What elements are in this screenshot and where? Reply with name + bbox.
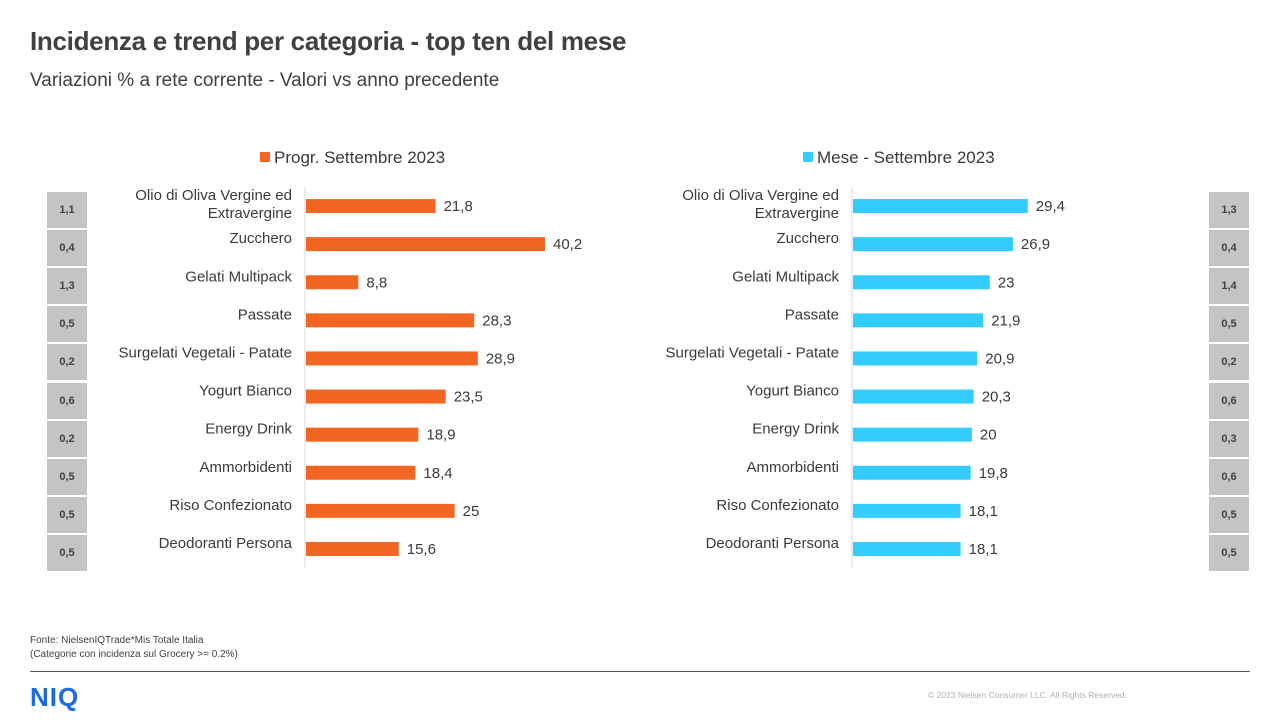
incidence-box: 1,3 [47, 268, 87, 305]
data-label-left: 40,2 [553, 236, 582, 253]
incidence-box: 0,2 [1209, 344, 1249, 381]
legend-swatch-left [260, 152, 270, 162]
footer-source: Fonte: NielsenIQTrade*Mis Totale Italia … [30, 634, 238, 662]
incidence-box: 0,5 [1209, 534, 1249, 571]
incidence-box: 0,6 [47, 382, 87, 419]
bar-left [306, 313, 475, 328]
category-label-line: Extravergine [755, 205, 839, 222]
bar-right [853, 503, 961, 518]
bar-left [306, 351, 478, 366]
incidence-box: 0,5 [1209, 306, 1249, 343]
incidence-box: 1,3 [1209, 192, 1249, 228]
category-label-right: Energy Drink [752, 421, 839, 438]
incidence-box: 0,5 [1209, 496, 1249, 533]
incidence-box: 0,4 [1209, 230, 1249, 267]
category-label-line: Olio di Oliva Vergine ed [135, 187, 292, 204]
bar-right [853, 237, 1013, 252]
bar-right [853, 389, 974, 404]
bar-left [306, 237, 545, 252]
bar-right [853, 275, 990, 290]
category-label-left: Gelati Multipack [185, 268, 292, 285]
data-label-left: 18,9 [426, 427, 455, 444]
category-label-right: Zucchero [776, 230, 839, 247]
category-label-right: Ammorbidenti [746, 459, 839, 476]
page-title: Incidenza e trend per categoria - top te… [30, 26, 627, 56]
data-label-left: 18,4 [423, 465, 452, 482]
data-label-right: 20,9 [985, 350, 1014, 367]
bar-right [853, 351, 978, 366]
bar-right [853, 199, 1028, 214]
bar-left [306, 427, 419, 442]
niq-logo: NIQ [30, 682, 80, 712]
incidence-box: 0,5 [47, 306, 87, 343]
data-label-left: 28,9 [486, 350, 515, 367]
bar-left [306, 199, 436, 214]
category-label-right: Riso Confezionato [716, 497, 839, 514]
data-label-right: 20 [980, 427, 997, 444]
footer-divider [30, 671, 1250, 672]
bar-right [853, 313, 984, 328]
bar-left [306, 503, 455, 518]
incidence-box: 1,4 [1209, 268, 1249, 305]
data-label-left: 23,5 [454, 389, 483, 406]
bar-right [853, 541, 961, 556]
category-label-right: Deodoranti Persona [706, 535, 840, 552]
source-text: Fonte: NielsenIQTrade*Mis Totale Italia [30, 635, 204, 646]
data-label-right: 18,1 [969, 541, 998, 558]
data-label-right: 26,9 [1021, 236, 1050, 253]
category-label-line: Extravergine [208, 205, 292, 222]
category-label-right: Passate [785, 306, 839, 323]
source-note: (Categorie con incidenza sul Grocery >= … [30, 649, 238, 660]
data-label-right: 29,4 [1036, 198, 1065, 215]
category-label-right: Gelati Multipack [732, 268, 839, 285]
legend-label-right: Mese - Settembre 2023 [817, 148, 995, 167]
category-label-right: Olio di Oliva Vergine ed Extravergine [682, 187, 839, 222]
data-label-right: 23 [998, 274, 1015, 291]
data-label-right: 21,9 [991, 312, 1020, 329]
data-label-right: 20,3 [982, 389, 1011, 406]
category-label-left: Passate [238, 306, 292, 323]
bar-right [853, 427, 972, 442]
incidence-box: 0,6 [1209, 382, 1249, 419]
copyright-text: © 2023 Nielsen Consumer LLC. All Rights … [928, 690, 1128, 700]
data-label-right: 19,8 [979, 465, 1008, 482]
incidence-box: 0,5 [47, 458, 87, 495]
category-label-line: Olio di Oliva Vergine ed [682, 187, 839, 204]
legend-swatch-right [803, 152, 813, 162]
category-label-left: Energy Drink [205, 421, 292, 438]
legend-label-left: Progr. Settembre 2023 [274, 148, 445, 167]
incidence-box: 0,4 [47, 230, 87, 267]
incidence-box: 0,6 [1209, 458, 1249, 495]
data-label-left: 28,3 [482, 312, 511, 329]
incidence-box: 0,2 [47, 420, 87, 457]
incidence-box: 0,3 [1209, 420, 1249, 457]
page-subtitle: Variazioni % a rete corrente - Valori vs… [30, 70, 500, 91]
category-label-right: Yogurt Bianco [746, 383, 839, 400]
category-label-left: Zucchero [229, 230, 292, 247]
category-label-left: Deodoranti Persona [159, 535, 293, 552]
category-label-left: Yogurt Bianco [199, 383, 292, 400]
incidence-box: 0,2 [47, 344, 87, 381]
data-label-left: 8,8 [366, 274, 387, 291]
data-label-left: 25 [463, 503, 480, 520]
bar-right [853, 465, 971, 480]
bar-left [306, 541, 399, 556]
incidence-box: 0,5 [47, 534, 87, 571]
category-label-left: Riso Confezionato [169, 497, 292, 514]
category-label-right: Surgelati Vegetali - Patate [666, 344, 839, 361]
data-label-left: 15,6 [407, 541, 436, 558]
category-label-left: Ammorbidenti [199, 459, 292, 476]
data-label-left: 21,8 [444, 198, 473, 215]
category-label-left: Surgelati Vegetali - Patate [119, 344, 292, 361]
incidence-box: 1,1 [47, 192, 87, 228]
incidence-box: 0,5 [47, 496, 87, 533]
data-label-right: 18,1 [969, 503, 998, 520]
category-label-left: Olio di Oliva Vergine ed Extravergine [135, 187, 292, 222]
bar-left [306, 389, 446, 404]
bar-left [306, 465, 416, 480]
bar-left [306, 275, 359, 290]
